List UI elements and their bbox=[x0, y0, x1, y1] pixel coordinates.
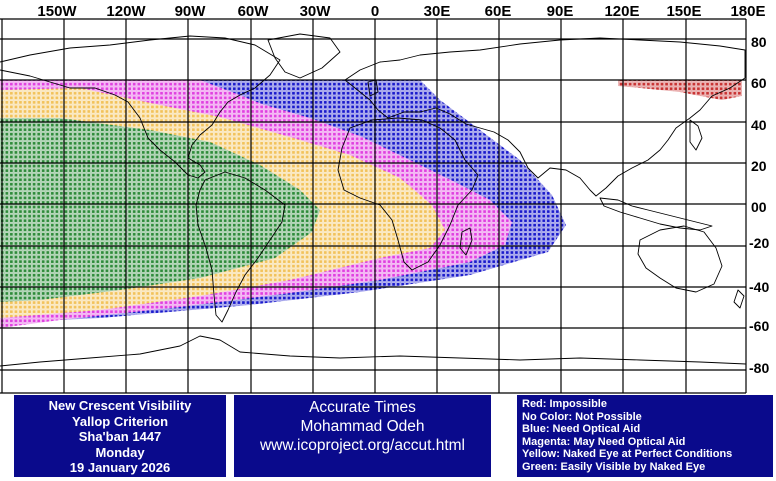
lon-label-30e: 30E bbox=[424, 3, 451, 20]
info-panel: New Crescent Visibility Yallop Criterion… bbox=[14, 395, 226, 477]
info-weekday: Monday bbox=[95, 444, 145, 460]
legend-yellow: Yellow: Naked Eye at Perfect Conditions bbox=[522, 448, 733, 461]
lat-label-60: 60 bbox=[751, 75, 767, 91]
lat-label-minus20: -20 bbox=[749, 235, 769, 251]
lon-label-30w: 30W bbox=[300, 3, 332, 20]
credit-org: Accurate Times bbox=[309, 399, 416, 416]
credit-author: Mohammad Odeh bbox=[300, 418, 425, 435]
legend-no-color: No Color: Not Possible bbox=[522, 410, 642, 423]
lat-label-minus80: -80 bbox=[749, 360, 769, 376]
lon-label-120w: 120W bbox=[106, 3, 146, 20]
info-criterion: Yallop Criterion bbox=[71, 413, 169, 429]
legend-blue: Blue: Need Optical Aid bbox=[522, 423, 641, 436]
coast-australia bbox=[637, 225, 723, 293]
coast-indonesia bbox=[599, 197, 713, 231]
info-month: Sha'ban 1447 bbox=[78, 429, 162, 444]
coast-antarctica bbox=[0, 335, 746, 367]
coast-greenland bbox=[267, 33, 341, 79]
lon-label-120e: 120E bbox=[604, 3, 639, 20]
coast-japan bbox=[689, 119, 703, 151]
credit-panel: Accurate Times Mohammad Odeh www.icoproj… bbox=[234, 395, 491, 477]
lon-label-90e: 90E bbox=[547, 3, 574, 20]
latitude-labels: 80 60 40 20 00 -20 -40 -60 -80 bbox=[749, 34, 769, 376]
coast-madagascar bbox=[459, 227, 473, 256]
lon-label-90w: 90W bbox=[175, 3, 207, 20]
lon-label-60e: 60E bbox=[485, 3, 512, 20]
lat-label-00: 00 bbox=[751, 199, 767, 215]
credit-url[interactable]: www.icoproject.org/accut.html bbox=[259, 437, 466, 454]
coast-south-america bbox=[195, 171, 286, 323]
coast-africa bbox=[337, 117, 479, 271]
lon-label-150w: 150W bbox=[37, 3, 77, 20]
coast-europe-asia bbox=[344, 37, 746, 197]
coast-new-zealand bbox=[733, 289, 745, 309]
legend-magenta: Magenta: May Need Optical Aid bbox=[522, 435, 686, 448]
coastlines bbox=[0, 33, 746, 367]
info-date: 19 January 2026 bbox=[69, 460, 171, 475]
legend-panel: Red: Impossible No Color: Not Possible B… bbox=[517, 395, 773, 477]
longitude-labels: 150W 120W 90W 60W 30W 0 30E 60E 90E 120E… bbox=[37, 3, 765, 20]
lat-label-40: 40 bbox=[751, 117, 767, 133]
lat-label-20: 20 bbox=[751, 158, 767, 174]
lon-label-180e: 180E bbox=[730, 3, 765, 20]
coast-north-america bbox=[0, 35, 281, 179]
info-title: New Crescent Visibility bbox=[48, 398, 192, 413]
lon-label-150e: 150E bbox=[666, 3, 701, 20]
lat-label-minus60: -60 bbox=[749, 318, 769, 334]
lon-label-60w: 60W bbox=[238, 3, 270, 20]
legend-green: Green: Easily Visible by Naked Eye bbox=[522, 460, 706, 473]
graticule bbox=[0, 18, 747, 394]
lat-label-minus40: -40 bbox=[749, 279, 769, 295]
legend-red: Red: Impossible bbox=[522, 398, 607, 410]
lat-label-80: 80 bbox=[751, 34, 767, 50]
coast-uk bbox=[367, 79, 379, 97]
lon-label-0: 0 bbox=[371, 3, 379, 20]
